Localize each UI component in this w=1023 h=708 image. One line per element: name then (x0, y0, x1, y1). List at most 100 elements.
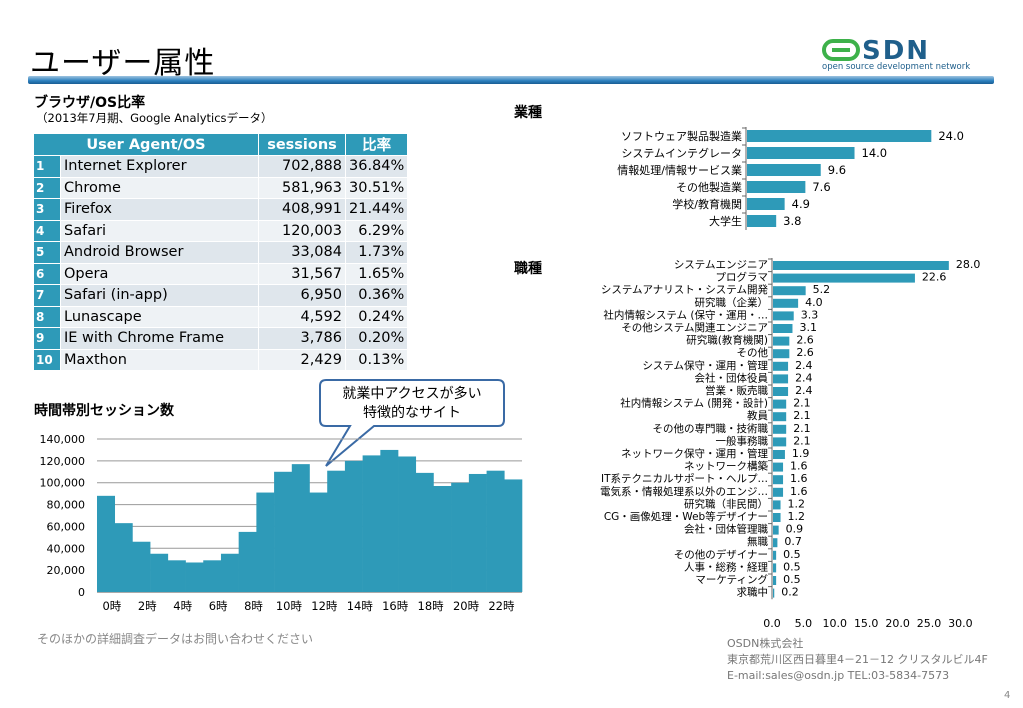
x-tick-label: 18時 (418, 599, 445, 613)
category-label: 研究職(教育機関) (686, 334, 768, 347)
sessions-cell: 31,567 (258, 262, 346, 285)
category-bar (773, 525, 779, 535)
table-row: 4 Safari 120,003 6.29% (33, 219, 409, 242)
category-bar (773, 336, 790, 346)
category-label: その他製造業 (676, 180, 742, 194)
company-address: 東京都荒川区西日暮里4－21－12 クリスタルビル4F (727, 653, 988, 666)
rank-cell: 5 (33, 241, 61, 264)
hour-bar (415, 472, 434, 592)
category-label: 社内情報システム (開発・設計) (620, 397, 768, 410)
value-label: 2.4 (795, 359, 813, 372)
agent-cell: Opera (60, 262, 259, 285)
hour-bar (451, 482, 470, 592)
logo-text: SDN (862, 36, 930, 62)
category-bar (773, 261, 949, 270)
ratio-cell: 30.51% (344, 176, 409, 199)
category-bar (773, 286, 806, 296)
sessions-cell: 3,786 (258, 327, 346, 350)
hour-bar (309, 492, 328, 592)
hour-bar (220, 553, 239, 592)
hour-bar (150, 553, 169, 592)
agent-cell: Safari (in-app) (60, 284, 259, 307)
category-label: システム保守・運用・管理 (642, 359, 768, 372)
value-label: 22.6 (922, 271, 947, 284)
y-tick-label: 60,000 (47, 520, 86, 533)
hour-bar (114, 523, 133, 592)
agent-cell: Firefox (60, 198, 259, 221)
logo-tagline: open source development network (822, 62, 971, 72)
category-bar (773, 399, 787, 409)
value-label: 0.5 (783, 548, 801, 561)
x-tick-label: 20時 (453, 599, 480, 613)
value-label: 1.6 (790, 472, 808, 485)
agent-cell: Android Browser (60, 241, 259, 264)
category-bar (773, 450, 785, 459)
y-tick-label: 20,000 (47, 564, 86, 577)
ratio-cell: 0.13% (344, 348, 409, 371)
title-underline (28, 76, 994, 84)
table-header-row: User Agent/OS sessions 比率 (33, 133, 409, 156)
category-label: ネットワーク構築 (684, 460, 768, 473)
value-label: 0.5 (783, 560, 801, 573)
osdn-logo-mark: SDN (822, 36, 930, 66)
job-chart: システムエンジニア 28.0 プログラマ 22.6 システムアナリスト・システム開発 5.… (600, 258, 980, 630)
rank-cell: 10 (33, 348, 61, 371)
category-bar (773, 412, 787, 422)
category-bar (773, 538, 778, 548)
category-label: 電気系・情報処理系以外のエンジ… (600, 485, 768, 498)
hour-bar (504, 479, 523, 592)
column-header-ratio: 比率 (344, 133, 409, 156)
value-label: 9.6 (828, 163, 846, 177)
agent-cell: Maxthon (60, 348, 259, 371)
category-bar (773, 387, 789, 396)
category-bar (747, 147, 855, 159)
value-label: 24.0 (938, 129, 964, 143)
hour-bar (486, 470, 505, 592)
category-bar (773, 273, 915, 283)
category-bar (747, 130, 932, 142)
category-bar (773, 588, 775, 598)
value-label: 1.2 (788, 497, 806, 510)
browser-heading: ブラウザ/OS比率 (34, 95, 146, 111)
rank-cell: 1 (33, 155, 61, 178)
hour-bar (203, 560, 222, 592)
hourly-sessions-chart: 0 20,000 40,000 60,000 80,000 100,000 120,000 1… (40, 433, 523, 613)
sessions-cell: 2,429 (258, 348, 346, 371)
x-tick-label: 8時 (244, 599, 263, 613)
value-label: 1.6 (790, 485, 808, 498)
ratio-cell: 0.24% (344, 305, 409, 328)
value-label: 0.7 (784, 535, 802, 548)
table-row: 8 Lunascape 4,592 0.24% (33, 305, 409, 328)
ratio-cell: 1.65% (344, 262, 409, 285)
value-label: 2.1 (793, 397, 811, 410)
x-tick-label: 14時 (347, 599, 374, 613)
value-label: 2.1 (793, 409, 811, 422)
category-label: 学校/教育機関 (672, 197, 742, 211)
value-label: 0.2 (781, 586, 799, 599)
table-row: 5 Android Browser 33,084 1.73% (33, 241, 409, 264)
hour-bar (327, 470, 346, 592)
x-tick-label: 30.0 (948, 617, 973, 630)
osdn-logo: SDN (822, 36, 994, 76)
table-row: 6 Opera 31,567 1.65% (33, 262, 409, 285)
category-label: 人事・総務・経理 (684, 560, 768, 573)
ratio-cell: 36.84% (344, 155, 409, 178)
category-bar (773, 576, 777, 585)
y-tick-label: 100,000 (40, 477, 86, 490)
hour-bar (256, 492, 275, 592)
x-tick-label: 0.0 (763, 617, 781, 630)
ratio-cell: 21.44% (344, 198, 409, 221)
category-label: システムアナリスト・システム開発 (601, 283, 769, 296)
x-tick-label: 10.0 (823, 617, 848, 630)
hour-bar (398, 456, 417, 592)
sessions-cell: 6,950 (258, 284, 346, 307)
rank-cell: 4 (33, 219, 61, 242)
value-label: 2.1 (793, 434, 811, 447)
value-label: 0.9 (786, 523, 804, 536)
table-row: 9 IE with Chrome Frame 3,786 0.20% (33, 327, 409, 350)
value-label: 1.6 (790, 460, 808, 473)
rank-cell: 9 (33, 327, 61, 350)
y-tick-label: 140,000 (40, 433, 86, 446)
hour-bar (97, 495, 116, 592)
category-label: システムエンジニア (674, 259, 768, 271)
